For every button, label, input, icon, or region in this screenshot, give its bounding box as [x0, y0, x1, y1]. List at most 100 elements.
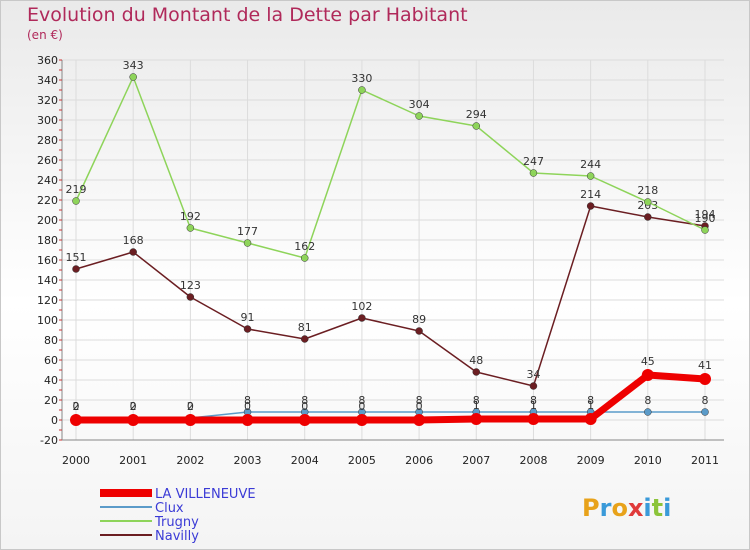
- data-point: [72, 265, 80, 273]
- series-line: [75, 205, 706, 387]
- data-label: 48: [469, 354, 483, 367]
- data-label: 304: [409, 98, 430, 111]
- data-label: 192: [180, 210, 201, 223]
- y-tick-label: 300: [37, 114, 58, 127]
- data-label: 8: [530, 394, 537, 407]
- data-label: 8: [587, 394, 594, 407]
- legend-label: LA VILLENEUVE: [155, 487, 256, 502]
- data-label: 45: [641, 355, 655, 368]
- data-label: 8: [473, 394, 480, 407]
- data-label: 8: [358, 394, 365, 407]
- y-tick-label: 180: [37, 234, 58, 247]
- logo-letter: i: [663, 494, 671, 522]
- x-tick-label: 2002: [176, 454, 204, 467]
- data-point: [70, 414, 82, 426]
- legend-label: Trugny: [154, 515, 199, 530]
- data-label: 8: [301, 394, 308, 407]
- data-point: [586, 172, 595, 180]
- data-label: 2: [130, 400, 137, 413]
- data-point: [415, 112, 423, 120]
- series-la-villeneuve: 0 0 0 0 0 0 0 1 1 1 45 41: [70, 355, 712, 426]
- series-line: [75, 76, 706, 259]
- data-label: 2: [187, 400, 194, 413]
- data-label: 218: [637, 184, 658, 197]
- data-point: [243, 239, 252, 247]
- data-point: [129, 248, 137, 256]
- data-label: 0: [301, 400, 308, 413]
- data-point: [527, 413, 540, 425]
- data-point: [298, 414, 311, 426]
- data-label: 2: [73, 400, 80, 413]
- data-label: 162: [294, 240, 315, 253]
- y-tick-label: 160: [37, 254, 58, 267]
- y-tick-label: 240: [37, 174, 58, 187]
- y-tick-label: 60: [44, 354, 58, 367]
- data-point: [415, 327, 423, 335]
- data-label: 1: [473, 399, 480, 412]
- y-tick-label: 20: [44, 394, 58, 407]
- data-point: [699, 373, 711, 385]
- data-label: 8: [244, 394, 251, 407]
- y-tick-label: 320: [37, 94, 58, 107]
- y-tick-label: 0: [51, 414, 58, 427]
- data-label: 8: [416, 394, 423, 407]
- data-label: 244: [580, 158, 601, 171]
- data-point: [701, 226, 709, 234]
- proxiti-logo: Proxiti: [582, 494, 671, 522]
- data-point: [358, 314, 366, 322]
- y-tick-label: 40: [44, 374, 58, 387]
- x-tick-label: 2001: [119, 454, 147, 467]
- data-point: [644, 408, 652, 416]
- data-label: 102: [351, 300, 372, 313]
- logo-text: Proxiti: [582, 494, 671, 522]
- y-tick-label: 200: [37, 214, 58, 227]
- y-tick-label: 360: [37, 54, 58, 67]
- data-label: 41: [698, 359, 712, 372]
- data-label: 190: [695, 212, 716, 225]
- data-label: 0: [358, 400, 365, 413]
- data-point: [584, 413, 597, 425]
- x-tick-label: 2007: [462, 454, 490, 467]
- logo-letter: o: [611, 494, 628, 522]
- data-label: 0: [244, 400, 251, 413]
- series-layer: 1511681239181102894834214203194219343192…: [66, 59, 716, 426]
- data-label: 8: [702, 394, 709, 407]
- data-point: [358, 86, 366, 94]
- series-line: [76, 371, 706, 424]
- chart-unit: (en €): [27, 28, 63, 42]
- data-point: [701, 408, 709, 416]
- data-label: 0: [73, 400, 80, 413]
- data-label: 89: [412, 313, 426, 326]
- x-tick-label: 2006: [405, 454, 433, 467]
- data-point: [586, 202, 595, 210]
- y-tick-label: 220: [37, 194, 58, 207]
- x-tick-label: 2011: [691, 454, 719, 467]
- grid: [62, 59, 724, 441]
- y-tick-label: 280: [37, 134, 58, 147]
- data-point: [644, 213, 652, 221]
- data-label: 81: [298, 321, 312, 334]
- data-label: 0: [416, 400, 423, 413]
- data-label: 194: [695, 208, 716, 221]
- x-tick-label: 2003: [234, 454, 262, 467]
- x-tick-label: 2000: [62, 454, 90, 467]
- data-point: [355, 414, 368, 426]
- data-label: 177: [237, 225, 258, 238]
- y-tick-label: 80: [44, 334, 58, 347]
- data-point: [413, 414, 426, 426]
- data-label: 1: [530, 399, 537, 412]
- data-label: 151: [66, 251, 87, 264]
- data-point: [644, 198, 652, 206]
- data-label: 0: [187, 400, 194, 413]
- data-point: [300, 335, 309, 343]
- legend-label: Navilly: [155, 529, 199, 544]
- axes: -200204060801001201401601802002202402602…: [37, 54, 724, 467]
- data-label: 123: [180, 279, 201, 292]
- data-label: 219: [66, 183, 87, 196]
- data-label: 34: [526, 368, 540, 381]
- x-tick-label: 2009: [577, 454, 605, 467]
- data-point: [472, 122, 481, 130]
- chart-title: Evolution du Montant de la Dette par Hab…: [27, 4, 468, 26]
- data-point: [641, 369, 654, 381]
